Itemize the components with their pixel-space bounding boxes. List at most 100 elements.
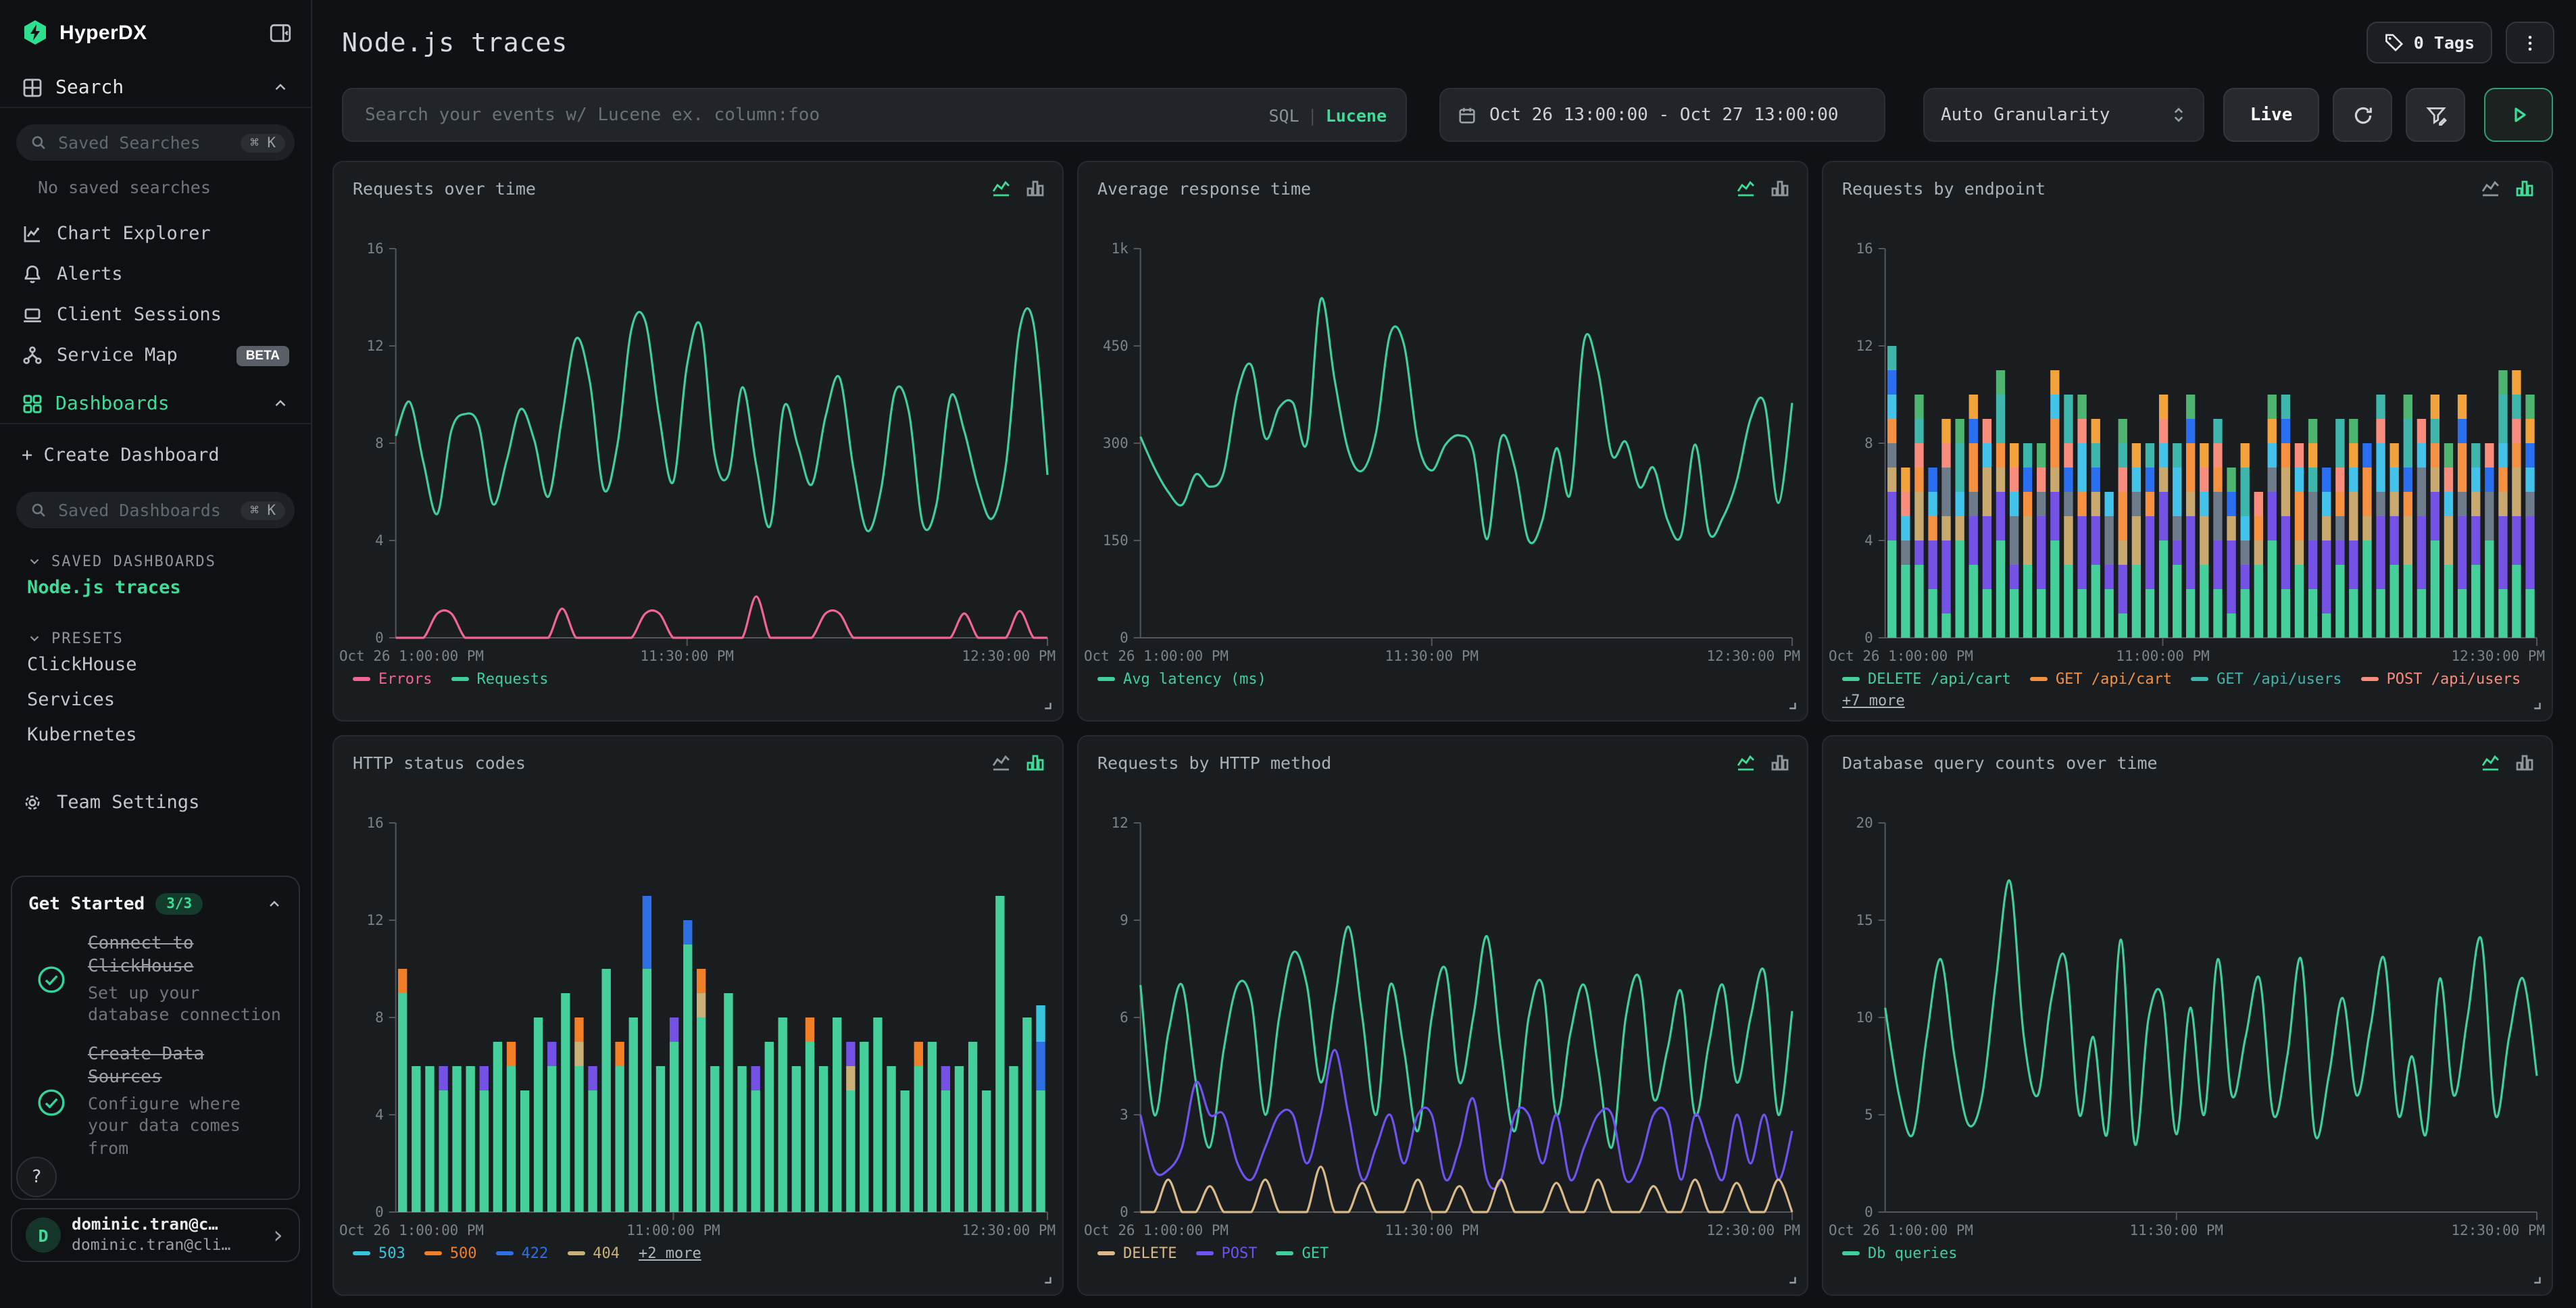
logo-row: HyperDX bbox=[0, 0, 311, 46]
dashboard-link-services[interactable]: Services bbox=[27, 689, 116, 711]
sidebar-section-search[interactable]: Search bbox=[0, 68, 311, 108]
group-saved-dashboards[interactable]: SAVED DASHBOARDS bbox=[27, 553, 311, 570]
filter-button[interactable] bbox=[2406, 88, 2465, 142]
step-title: Create Data Sources bbox=[88, 1045, 205, 1088]
get-started-step-datasources[interactable]: Create Data Sources Configure where your… bbox=[28, 1045, 282, 1159]
legend-item[interactable]: GET bbox=[1276, 1244, 1329, 1262]
legend-item[interactable]: 404 bbox=[567, 1244, 620, 1262]
line-chart-icon[interactable] bbox=[2480, 751, 2502, 773]
legend-item[interactable]: GET /api/cart bbox=[2029, 670, 2172, 688]
svg-text:1k: 1k bbox=[1112, 241, 1129, 257]
svg-text:Oct 26 1:00:00 PM: Oct 26 1:00:00 PM bbox=[339, 1222, 484, 1238]
legend-item[interactable]: Db queries bbox=[1842, 1244, 1957, 1262]
bar-chart-icon[interactable] bbox=[1769, 751, 1791, 773]
line-chart-icon[interactable] bbox=[2480, 177, 2502, 199]
resize-corner-icon[interactable] bbox=[1039, 697, 1056, 713]
legend-item[interactable]: GET /api/users bbox=[2191, 670, 2342, 688]
chart-plot[interactable]: 0 5 10 15 20 Oct 26 1:00:00 PM 11:30:00 PM 12:3… bbox=[1823, 736, 2552, 1294]
tags-button[interactable]: 0 Tags bbox=[2366, 22, 2492, 64]
bar-chart-icon[interactable] bbox=[2514, 177, 2535, 199]
chart-plot[interactable]: 0 4 8 12 16 Oct 26 1:00:00 PM 11:00:00 PM 12:30… bbox=[334, 736, 1062, 1294]
legend-item[interactable]: POST bbox=[1195, 1244, 1258, 1262]
line-chart-icon[interactable] bbox=[1735, 751, 1757, 773]
legend-more-link[interactable]: +7 more bbox=[1842, 692, 1905, 709]
step-title: Connect to ClickHouse bbox=[88, 934, 194, 977]
group-title: PRESETS bbox=[51, 630, 124, 647]
refresh-button[interactable] bbox=[2333, 88, 2392, 142]
date-range-value: Oct 26 13:00:00 - Oct 27 13:00:00 bbox=[1489, 105, 1839, 125]
line-chart-icon[interactable] bbox=[991, 751, 1012, 773]
legend-more-link[interactable]: +2 more bbox=[639, 1244, 701, 1262]
create-dashboard-button[interactable]: + Create Dashboard bbox=[22, 445, 220, 466]
sidebar-item-alerts[interactable]: Alerts bbox=[0, 254, 311, 295]
granularity-select[interactable]: Auto Granularity bbox=[1923, 88, 2204, 142]
sidebar-item-dashboards[interactable]: Dashboards bbox=[0, 384, 311, 424]
shortcut-badge: ⌘ K bbox=[241, 501, 285, 520]
resize-corner-icon[interactable] bbox=[2529, 1272, 2545, 1288]
sidebar-item-client-sessions[interactable]: Client Sessions bbox=[0, 295, 311, 335]
legend-item[interactable]: 500 bbox=[424, 1244, 477, 1262]
svg-text:Oct 26 1:00:00 PM: Oct 26 1:00:00 PM bbox=[1084, 1222, 1229, 1238]
bar-chart-icon[interactable] bbox=[1024, 177, 1046, 199]
sidebar-nav: Chart Explorer Alerts Client Sessions Se… bbox=[0, 213, 311, 424]
sidebar-collapse-icon[interactable] bbox=[269, 21, 292, 44]
saved-searches-input[interactable] bbox=[55, 131, 233, 154]
dashboard-link-clickhouse[interactable]: ClickHouse bbox=[27, 654, 137, 676]
event-search-input[interactable] bbox=[362, 103, 1256, 126]
dashboard-link-nodejs-traces[interactable]: Node.js traces bbox=[27, 577, 181, 599]
chart-title: Database query counts over time bbox=[1842, 753, 2158, 773]
chart-legend: DELETE /api/cart GET /api/cart GET /api/us… bbox=[1842, 670, 2538, 709]
help-button[interactable]: ? bbox=[16, 1157, 57, 1197]
search-section-label: Search bbox=[55, 76, 124, 98]
chart-panel-database-query-counts: Database query counts over time 0 5 10 15 20… bbox=[1822, 735, 2553, 1296]
bar-chart-icon[interactable] bbox=[2514, 751, 2535, 773]
svg-text:0: 0 bbox=[1120, 1204, 1129, 1220]
line-chart-icon[interactable] bbox=[1735, 177, 1757, 199]
resize-corner-icon[interactable] bbox=[2529, 697, 2545, 713]
resize-corner-icon[interactable] bbox=[1784, 1272, 1800, 1288]
sidebar-item-chart-explorer[interactable]: Chart Explorer bbox=[0, 213, 311, 254]
chevron-right-icon: › bbox=[270, 1221, 285, 1249]
legend-item[interactable]: POST /api/users bbox=[2360, 670, 2521, 688]
svg-text:11:00:00 PM: 11:00:00 PM bbox=[626, 1222, 720, 1238]
legend-item[interactable]: Errors bbox=[353, 670, 432, 688]
bar-chart-icon[interactable] bbox=[1769, 177, 1791, 199]
chart-plot[interactable]: 0 4 8 12 16 Oct 26 1:00:00 PM 11:00:00 PM 12:30… bbox=[1823, 162, 2552, 720]
bar-chart-icon[interactable] bbox=[1024, 751, 1046, 773]
sidebar-item-service-map[interactable]: Service Map BETA bbox=[0, 335, 311, 376]
chart-plot[interactable]: 0 3 6 9 12 Oct 26 1:00:00 PM 11:30:00 PM 12:30:… bbox=[1079, 736, 1807, 1294]
dashboard-link-kubernetes[interactable]: Kubernetes bbox=[27, 724, 137, 746]
user-menu[interactable]: D dominic.tran@c… dominic.tran@cli… › bbox=[11, 1208, 300, 1262]
svg-text:12:30:00 PM: 12:30:00 PM bbox=[962, 648, 1056, 664]
chevron-up-icon[interactable] bbox=[266, 896, 282, 912]
saved-dashboards-input[interactable] bbox=[55, 499, 233, 522]
granularity-value: Auto Granularity bbox=[1941, 105, 2110, 125]
chart-panel-requests-by-endpoint: Requests by endpoint 0 4 8 12 16 Oct 26 1:00:… bbox=[1822, 161, 2553, 722]
page-menu-button[interactable] bbox=[2506, 22, 2554, 64]
svg-text:0: 0 bbox=[375, 1204, 384, 1220]
chart-panel-requests-by-http-method: Requests by HTTP method 0 3 6 9 12 Oct 26 1:0… bbox=[1077, 735, 1808, 1296]
legend-item[interactable]: Avg latency (ms) bbox=[1097, 670, 1266, 688]
chart-explorer-icon bbox=[22, 223, 43, 245]
chart-plot[interactable]: 0 150 300 450 1k Oct 26 1:00:00 PM 11:30:00 PM… bbox=[1079, 162, 1807, 720]
chart-plot[interactable]: 0 4 8 12 16 Oct 26 1:00:00 PM 11:30:00 PM 12:30… bbox=[334, 162, 1062, 720]
legend-item[interactable]: DELETE /api/cart bbox=[1842, 670, 2011, 688]
chart-title: Requests by endpoint bbox=[1842, 178, 2046, 199]
legend-item[interactable]: 422 bbox=[495, 1244, 548, 1262]
resize-corner-icon[interactable] bbox=[1039, 1272, 1056, 1288]
legend-item[interactable]: 503 bbox=[353, 1244, 405, 1262]
query-language-toggle[interactable]: SQL | Lucene bbox=[1268, 105, 1387, 125]
get-started-step-connect[interactable]: Connect to ClickHouse Set up your databa… bbox=[28, 934, 282, 1026]
run-query-button[interactable] bbox=[2484, 88, 2553, 142]
live-button[interactable]: Live bbox=[2223, 88, 2319, 142]
svg-text:4: 4 bbox=[375, 1107, 384, 1123]
legend-item[interactable]: DELETE bbox=[1097, 1244, 1177, 1262]
group-presets[interactable]: PRESETS bbox=[27, 630, 311, 647]
sidebar-item-team-settings[interactable]: Team Settings bbox=[0, 782, 311, 823]
date-range-picker[interactable]: Oct 26 13:00:00 - Oct 27 13:00:00 bbox=[1439, 88, 1885, 142]
toolbar: SQL|Lucene Oct 26 13:00:00 - Oct 27 13:0… bbox=[342, 88, 2553, 142]
refresh-icon bbox=[2354, 106, 2371, 124]
legend-item[interactable]: Requests bbox=[451, 670, 548, 688]
line-chart-icon[interactable] bbox=[991, 177, 1012, 199]
resize-corner-icon[interactable] bbox=[1784, 697, 1800, 713]
